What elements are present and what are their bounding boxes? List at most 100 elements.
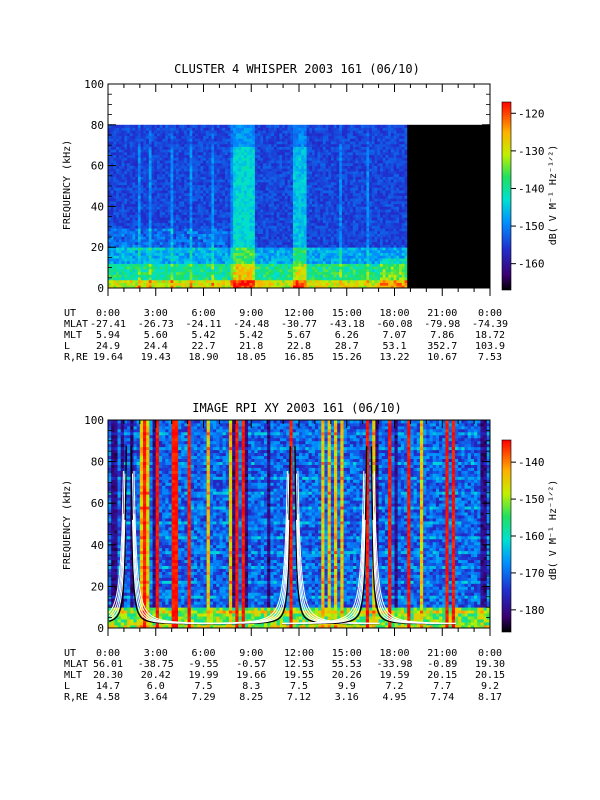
spectrogram-cell (176, 247, 180, 251)
spectrogram-cell (110, 206, 114, 210)
spectrogram-cell (295, 143, 299, 147)
spectrogram-cell (108, 200, 112, 205)
spectrogram-cell (124, 263, 128, 267)
spectrogram-cell (260, 241, 264, 245)
spectrogram-cell (129, 260, 133, 264)
spectrogram-cell (227, 200, 231, 205)
spectrogram-cell (186, 157, 191, 161)
spectrogram-cell (254, 171, 259, 175)
spectrogram-cell (143, 247, 147, 251)
spectrogram-cell (257, 211, 261, 215)
spectrogram-cell (143, 179, 147, 183)
spectrogram-cell (254, 236, 259, 240)
spectrogram-cell (273, 263, 278, 267)
spectrogram-cell (222, 184, 226, 188)
spectrogram-cell (238, 285, 242, 289)
spectrogram-cell (200, 176, 204, 180)
spectrogram-cell (151, 138, 155, 142)
spectrogram-cell (211, 258, 215, 262)
spectrogram-cell (124, 274, 128, 278)
spectrogram-cell (230, 214, 234, 218)
spectrogram-cell (127, 171, 131, 175)
spectrogram-cell (116, 187, 120, 191)
spectrogram-cell (124, 190, 128, 194)
spectrogram-cell (309, 160, 313, 164)
spectrogram-cell (230, 266, 234, 270)
spectrogram-cell (322, 152, 327, 156)
spectrogram-cell (118, 222, 123, 226)
spectrogram-cell (124, 135, 128, 139)
spectrogram-cell (292, 162, 297, 166)
spectrogram-cell (312, 173, 316, 177)
spectrogram-cell (309, 154, 313, 158)
spectrogram-cell (227, 168, 231, 172)
spectrogram-cell (118, 141, 123, 145)
spectrogram-cell (121, 152, 125, 156)
spectrogram-cell (241, 168, 245, 172)
spectrogram-cell (219, 211, 223, 215)
spectrogram-cell (214, 241, 218, 245)
spectrogram-cell (129, 214, 133, 218)
spectrogram-cell (325, 236, 329, 240)
spectrogram-cell (249, 282, 253, 286)
spectrogram-cell (162, 258, 166, 262)
spectrogram-cell (252, 187, 256, 191)
spectrogram-cell (137, 130, 142, 134)
spectrogram-cell (121, 277, 125, 281)
spectrogram-cell (121, 184, 125, 188)
spectrogram-cell (303, 160, 307, 164)
spectrogram-cell (121, 187, 125, 191)
spectrogram-cell (227, 181, 231, 186)
spectrogram-cell (325, 138, 329, 142)
spectrogram-cell (127, 236, 131, 240)
spectrogram-cell (306, 244, 310, 248)
spectrogram-cell (132, 247, 136, 251)
spectrogram-cell (295, 233, 299, 237)
spectrogram-cell (154, 217, 158, 221)
spectrogram-cell (186, 179, 191, 183)
spectrogram-cell (162, 184, 166, 188)
spectrogram-cell (192, 277, 196, 281)
spectrogram-cell (314, 162, 318, 166)
spectrogram-cell (156, 154, 161, 158)
spectrogram-cell (295, 268, 299, 273)
spectrogram-cell (159, 222, 163, 226)
spectrogram-cell (205, 217, 210, 221)
spectrogram-cell (322, 132, 327, 137)
spectrogram-cell (284, 228, 288, 232)
spectrogram-cell (140, 282, 144, 286)
spectrogram-cell (173, 171, 177, 175)
spectrogram-cell (222, 149, 226, 153)
spectrogram-cell (156, 157, 161, 161)
spectrogram-cell (176, 233, 180, 237)
spectrogram-cell (317, 277, 321, 281)
spectrogram-cell (140, 233, 144, 237)
spectrogram-cell (260, 230, 264, 234)
spectrogram-cell (284, 268, 288, 273)
spectrogram-cell (135, 209, 139, 213)
spectrogram-cell (208, 176, 212, 180)
spectrogram-cell (124, 277, 128, 281)
spectrogram-cell (211, 192, 215, 196)
spectrogram-cell (235, 225, 239, 229)
spectrogram-cell (276, 146, 280, 150)
spectrogram-cell (301, 230, 305, 234)
spectrogram-cell (314, 152, 318, 156)
spectrogram-cell (148, 277, 152, 281)
spectrogram-cell (249, 200, 253, 205)
spectrogram-cell (292, 192, 297, 196)
spectrogram-cell (186, 271, 191, 275)
spectrogram-cell (167, 190, 171, 194)
spectrogram-cell (279, 260, 283, 264)
spectrogram-cell (301, 138, 305, 142)
spectrogram-cell (118, 225, 123, 229)
spectrogram-cell (309, 225, 313, 229)
spectrogram-cell (176, 162, 180, 166)
spectrogram-cell (121, 200, 125, 205)
spectrogram-cell (317, 190, 321, 194)
spectrogram-cell (154, 230, 158, 234)
spectrogram-cell (156, 217, 161, 221)
spectrogram-cell (140, 203, 144, 207)
spectrogram-cell (200, 160, 204, 164)
spectrogram-cell (284, 195, 288, 199)
